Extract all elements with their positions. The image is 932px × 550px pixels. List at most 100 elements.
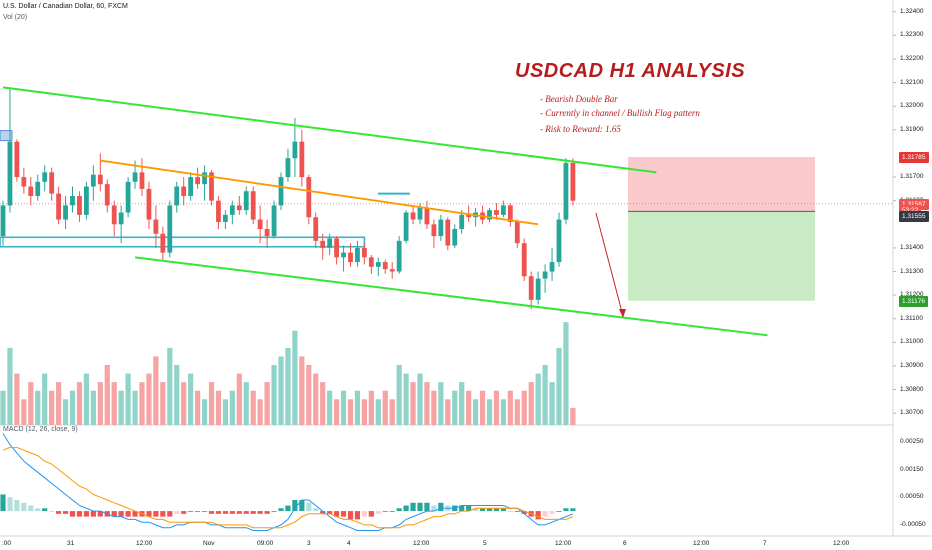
candle-body <box>542 271 548 279</box>
volume-bar <box>396 365 402 425</box>
macd-histogram-bar <box>76 511 83 517</box>
candle-body <box>7 141 13 206</box>
time-tick-label: 09:00 <box>257 540 274 547</box>
macd-histogram-bar <box>334 511 340 517</box>
macd-histogram-bar <box>327 511 333 514</box>
macd-histogram-bar <box>507 511 513 512</box>
macd-histogram-bar <box>500 508 506 512</box>
candle-body <box>243 191 249 211</box>
candle-body <box>28 186 34 196</box>
volume-bar <box>535 373 541 425</box>
volume-bar <box>167 347 173 425</box>
macd-histogram-bar <box>160 511 166 517</box>
candle-body <box>313 217 319 241</box>
macd-tick-label: -0.00050 <box>900 520 926 528</box>
candle-body <box>285 158 291 178</box>
candle-body <box>528 276 534 300</box>
candle-body <box>445 219 451 246</box>
volume-bar <box>334 399 340 425</box>
macd-histogram-bar <box>229 511 235 514</box>
macd-histogram-bar <box>368 511 374 517</box>
volume-indicator-label: Vol (20) <box>3 14 28 21</box>
candle-body <box>90 174 96 187</box>
macd-histogram-bar <box>278 508 284 512</box>
macd-histogram-bar <box>195 511 201 512</box>
volume-bar <box>56 382 62 425</box>
symbol-title: U.S. Dollar / Canadian Dollar, 60, FXCM <box>3 3 128 10</box>
price-tick-label: 1.32000 <box>900 102 924 110</box>
candle-body <box>452 229 458 246</box>
macd-histogram-bar <box>542 511 548 517</box>
macd-histogram-bar <box>570 508 576 512</box>
analysis-note-1: - Bearish Double Bar <box>540 94 618 104</box>
macd-histogram-bar <box>21 502 27 512</box>
time-tick-label: 12:00 <box>136 540 153 547</box>
macd-histogram-bar <box>479 508 486 512</box>
candle-body <box>341 252 346 258</box>
macd-histogram-bar <box>7 497 13 512</box>
volume-bar <box>299 356 305 425</box>
volume-bar <box>292 330 298 425</box>
range-marker <box>0 130 13 142</box>
candle-body <box>556 219 562 263</box>
candle-body <box>111 205 117 225</box>
macd-tick-label: 0.00250 <box>900 437 924 445</box>
macd-histogram-bar <box>125 511 131 517</box>
macd-histogram-bar <box>271 511 277 512</box>
macd-histogram-bar <box>222 511 228 514</box>
volume-bar <box>21 399 27 425</box>
macd-indicator-label: MACD (12, 26, close, 9) <box>3 426 78 433</box>
macd-tick-label: 0.00050 <box>900 493 924 501</box>
candle-body <box>21 177 27 187</box>
candle-body <box>320 240 326 248</box>
macd-histogram-bar <box>486 508 493 512</box>
volume-bar <box>208 382 215 425</box>
volume-bar <box>215 390 222 425</box>
price-tick-label: 1.31200 <box>900 291 924 299</box>
macd-histogram-bar <box>56 511 62 514</box>
price-tick-label: 1.31300 <box>900 267 924 275</box>
candle-body <box>229 205 235 215</box>
volume-bar <box>368 390 374 425</box>
volume-bar <box>438 382 444 425</box>
macd-histogram-bar <box>167 511 173 517</box>
volume-bar <box>62 399 69 425</box>
candle-body <box>0 205 6 237</box>
macd-histogram-bar <box>382 511 388 512</box>
macd-histogram-bar <box>410 502 416 512</box>
time-tick-label: :00 <box>2 540 12 547</box>
candle-body <box>250 191 256 220</box>
time-tick-label: 12:00 <box>693 540 710 547</box>
candle-body <box>153 219 159 234</box>
macd-histogram-bar <box>174 511 180 514</box>
macd-histogram-bar <box>466 505 472 512</box>
macd-histogram-bar <box>49 511 55 512</box>
volume-bar <box>201 399 208 425</box>
candle-body <box>362 247 367 258</box>
candle-body <box>382 262 388 270</box>
volume-bar <box>49 390 55 425</box>
volume-bar <box>549 382 555 425</box>
volume-bar <box>493 390 500 425</box>
candle-body <box>104 184 110 206</box>
macd-histogram-bar <box>521 511 527 514</box>
volume-bar <box>424 382 430 425</box>
macd-histogram-bar <box>431 505 437 512</box>
volume-bar <box>521 390 527 425</box>
volume-bar <box>473 399 479 425</box>
volume-bar <box>69 390 76 425</box>
candle-body <box>570 162 576 201</box>
signal-line <box>2 446 574 529</box>
macd-histogram-bar <box>306 502 312 512</box>
macd-histogram-bar <box>118 511 124 517</box>
volume-bar <box>257 399 263 425</box>
macd-histogram-bar <box>556 511 562 512</box>
macd-histogram-bar <box>35 508 41 512</box>
volume-bar <box>486 399 493 425</box>
candle-body <box>236 205 242 211</box>
price-tag: 53:22 <box>899 205 922 217</box>
volume-bar <box>403 373 409 425</box>
price-tick-label: 1.30700 <box>900 409 924 417</box>
macd-histogram-bar <box>354 511 361 520</box>
